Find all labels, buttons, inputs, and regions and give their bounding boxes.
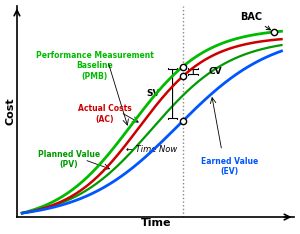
Text: CV: CV <box>209 67 223 76</box>
Text: Planned Value
(PV): Planned Value (PV) <box>38 150 100 169</box>
Text: Actual Costs
(AC): Actual Costs (AC) <box>78 104 132 124</box>
Text: Performance Measurement
Baseline
(PMB): Performance Measurement Baseline (PMB) <box>36 51 154 81</box>
Y-axis label: Cost: Cost <box>6 98 16 125</box>
Text: SV: SV <box>146 89 160 98</box>
X-axis label: Time: Time <box>140 219 171 228</box>
Text: Earned Value
(EV): Earned Value (EV) <box>201 157 258 176</box>
Text: ← Time Now: ← Time Now <box>127 145 178 154</box>
Text: BAC: BAC <box>240 12 271 30</box>
